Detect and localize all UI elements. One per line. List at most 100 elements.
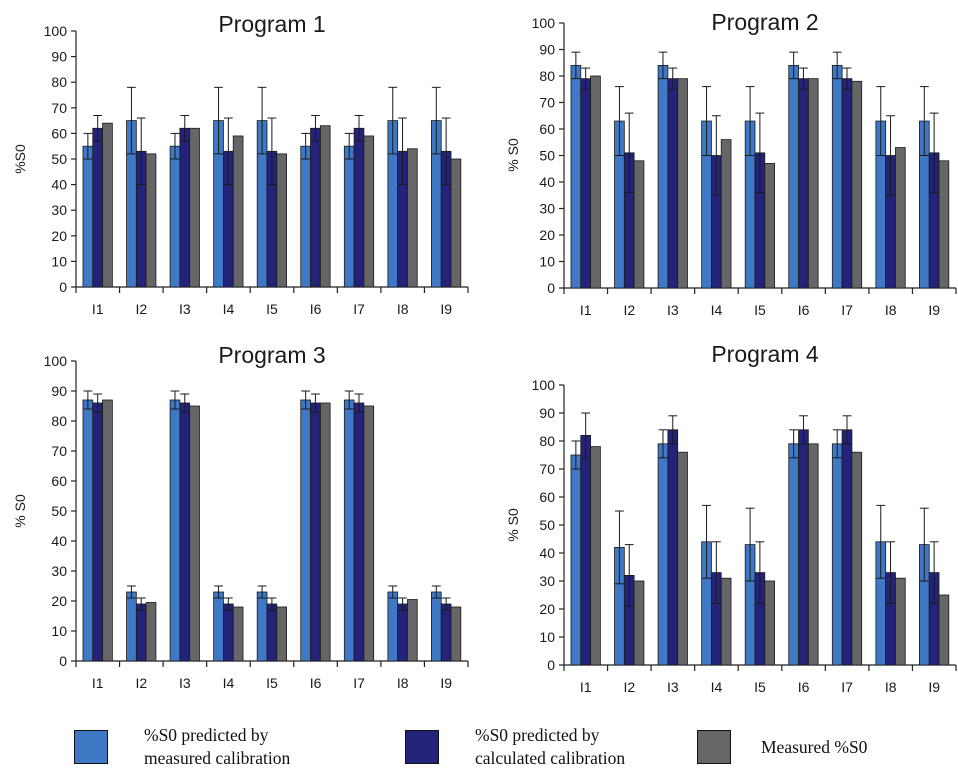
x-tick-label: I6 — [798, 302, 810, 318]
y-tick-label: 50 — [539, 148, 555, 164]
legend-label-line: measured calibration — [144, 748, 291, 768]
x-tick-label: I3 — [667, 679, 679, 695]
x-tick-label: I6 — [310, 301, 322, 317]
y-tick-label: 20 — [539, 227, 555, 243]
bar-measured-calibration — [831, 65, 843, 289]
x-tick-label: I7 — [841, 679, 853, 695]
y-tick-label: 40 — [539, 174, 555, 190]
y-tick-label: 30 — [539, 573, 555, 589]
y-tick-label: 40 — [51, 177, 67, 193]
x-tick-label: I5 — [754, 302, 766, 318]
bar-measured — [189, 127, 200, 288]
bar-measured — [102, 399, 113, 662]
x-tick-label: I1 — [580, 302, 592, 318]
y-tick-label: 20 — [51, 593, 67, 609]
y-tick-label: 50 — [51, 151, 67, 167]
bar-measured-calibration — [82, 399, 94, 662]
bar-measured — [633, 160, 645, 289]
y-tick-label: 100 — [532, 377, 556, 393]
bar-measured — [232, 135, 244, 288]
y-tick-label: 30 — [539, 201, 555, 217]
y-tick-label: 40 — [539, 545, 555, 561]
legend-label-measured-calibration: %S0 predicted by measured calibration — [144, 724, 290, 770]
y-tick-label: 40 — [51, 533, 67, 549]
legend-swatch-calculated-calibration — [405, 730, 439, 764]
y-tick-label: 80 — [51, 74, 67, 90]
y-tick-label: 70 — [539, 461, 555, 477]
y-tick-label: 60 — [51, 473, 67, 489]
x-tick-label: I7 — [841, 302, 853, 318]
x-tick-label: I2 — [623, 679, 635, 695]
legend-swatch-measured — [697, 730, 731, 764]
chart-title: Program 3 — [218, 342, 325, 368]
y-tick-label: 20 — [539, 601, 555, 617]
y-tick-label: 10 — [539, 629, 555, 645]
bar-calculated-calibration — [179, 402, 191, 662]
x-tick-label: I4 — [223, 675, 235, 691]
y-tick-label: 30 — [51, 563, 67, 579]
bar-measured — [764, 580, 775, 666]
bar-calculated-calibration — [179, 127, 191, 288]
x-tick-label: I6 — [310, 675, 322, 691]
bar-measured — [145, 153, 157, 288]
bar-measured — [677, 78, 688, 289]
y-tick-label: 70 — [539, 95, 555, 111]
y-tick-label: 0 — [59, 279, 67, 295]
bar-measured-calibration — [387, 591, 399, 662]
bar-calculated-calibration — [266, 603, 278, 662]
x-tick-label: I4 — [711, 302, 723, 318]
y-axis-label: % S0 — [12, 494, 28, 528]
x-tick-label: I3 — [667, 302, 679, 318]
bar-measured — [851, 451, 863, 666]
x-tick-label: I3 — [179, 675, 191, 691]
bar-measured — [938, 160, 950, 289]
y-tick-label: 10 — [51, 253, 67, 269]
x-tick-label: I4 — [711, 679, 723, 695]
bar-calculated-calibration — [841, 78, 853, 289]
legend-label-line: Measured %S0 — [761, 736, 868, 757]
y-tick-label: 80 — [51, 413, 67, 429]
bar-measured — [807, 78, 819, 289]
bar-measured — [407, 148, 418, 288]
bar-calculated-calibration — [798, 429, 809, 666]
y-tick-label: 90 — [51, 383, 67, 399]
bar-measured — [276, 153, 287, 288]
y-tick-label: 60 — [51, 125, 67, 141]
bar-measured — [145, 602, 157, 662]
bar-measured — [407, 599, 418, 662]
bar-measured-calibration — [169, 145, 181, 288]
y-axis-label: % S0 — [505, 508, 521, 542]
legend-item-measured: Measured %S0 — [697, 724, 867, 770]
x-tick-label: I6 — [798, 679, 810, 695]
x-tick-label: I8 — [885, 679, 897, 695]
bar-measured — [319, 125, 331, 288]
bar-measured — [590, 446, 601, 666]
bar-measured-calibration — [126, 591, 137, 662]
bar-calculated-calibration — [92, 127, 103, 288]
bar-calculated-calibration — [353, 127, 365, 288]
bar-measured — [633, 580, 645, 666]
x-tick-label: I5 — [754, 679, 766, 695]
x-tick-label: I3 — [179, 301, 191, 317]
y-tick-label: 60 — [539, 489, 555, 505]
x-tick-label: I2 — [623, 302, 635, 318]
bar-measured — [232, 606, 244, 662]
y-tick-label: 100 — [44, 23, 68, 39]
bar-measured — [363, 405, 375, 662]
bar-measured-calibration — [82, 145, 94, 288]
bar-calculated-calibration — [667, 429, 679, 666]
y-tick-label: 90 — [539, 405, 555, 421]
chart-program-1: Program 1 %S0 0 10 20 30 40 50 60 70 80 90 100 I1 I2 I3… — [12, 11, 469, 317]
bar-measured-calibration — [169, 399, 181, 662]
bar-measured — [363, 135, 375, 288]
y-axis-label: %S0 — [12, 144, 28, 174]
y-tick-label: 80 — [539, 433, 555, 449]
bar-calculated-calibration — [798, 78, 809, 289]
bar-measured — [189, 405, 200, 662]
bar-measured — [764, 163, 775, 289]
x-tick-label: I5 — [266, 301, 278, 317]
bar-calculated-calibration — [353, 402, 365, 662]
y-tick-label: 30 — [51, 202, 67, 218]
bar-calculated-calibration — [397, 603, 408, 662]
